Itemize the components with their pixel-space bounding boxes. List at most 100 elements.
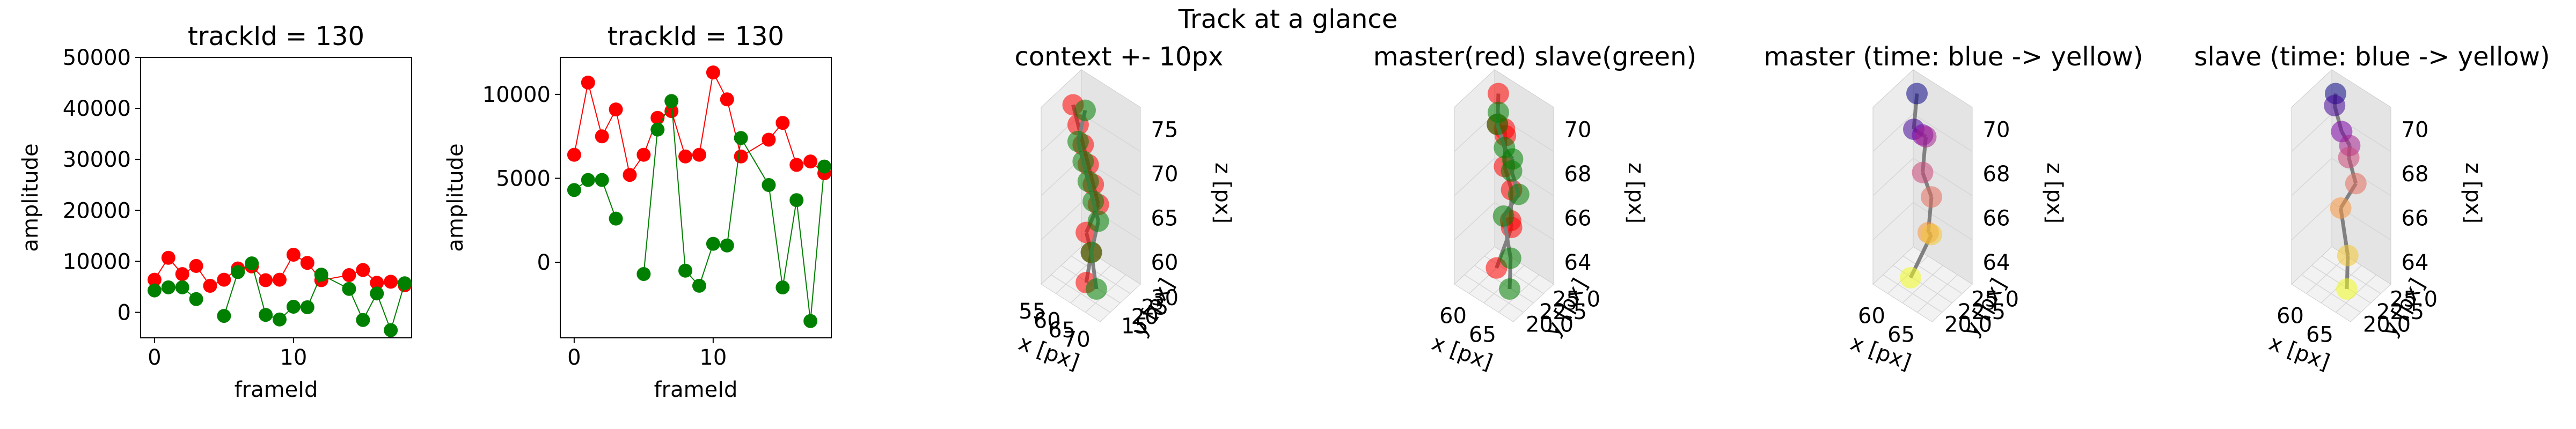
series-line-segment <box>671 110 686 157</box>
grid-line <box>2291 202 2332 241</box>
data-point <box>1077 171 1099 193</box>
data-point <box>1080 241 1102 263</box>
data-point <box>609 102 623 117</box>
data-point <box>342 268 356 283</box>
x-tick-label: 65 <box>2306 323 2333 347</box>
data-point <box>356 313 370 327</box>
data-point <box>567 183 581 197</box>
x-tick-label: 65 <box>1469 323 1496 347</box>
data-point <box>775 116 790 130</box>
x-tick-label: 60 <box>2277 304 2304 329</box>
data-point <box>581 173 595 187</box>
series-line-segment <box>699 243 714 286</box>
series-1 <box>2324 83 2367 300</box>
data-point <box>664 94 679 108</box>
series-line-segment <box>671 101 686 271</box>
x-tick-label: 70 <box>1063 327 1091 352</box>
series-line-segment <box>796 200 811 321</box>
series-line-segment <box>810 166 825 321</box>
data-point <box>161 280 175 294</box>
data-point <box>2336 278 2358 300</box>
data-point <box>636 267 651 281</box>
data-point <box>272 272 287 287</box>
chart-title: trackId = 130 <box>188 21 364 51</box>
y-tick-label: 10000 <box>63 249 131 274</box>
data-point <box>803 154 818 169</box>
series-line-segment <box>698 72 714 155</box>
data-point <box>286 299 301 314</box>
data-point <box>217 272 231 287</box>
data-point <box>789 158 804 172</box>
grid-line <box>1913 202 1973 241</box>
x-tick-label: 60 <box>1439 304 1467 329</box>
data-point <box>1501 160 1523 182</box>
data-point <box>203 279 217 293</box>
data-point <box>259 308 273 322</box>
data-point <box>272 312 287 327</box>
data-point <box>217 309 231 323</box>
data-point <box>356 263 370 277</box>
grid-line <box>1872 202 1914 241</box>
data-point <box>314 268 328 282</box>
y-tick-label: 50000 <box>63 46 131 70</box>
chart-2: trackId = 130 0 10 0 5000 10000 frameId amplitu… <box>443 21 832 402</box>
z-tick-label: 68 <box>1983 162 2010 187</box>
series-line-segment <box>223 272 239 316</box>
chart-1: trackId = 130 0 10 0 10000 20000 30000 40000 500… <box>18 21 412 402</box>
y-tick-label: 15 <box>1121 314 1148 338</box>
data-point <box>762 178 776 193</box>
x-axis-label: frameId <box>654 378 738 402</box>
grid-line <box>2291 158 2332 196</box>
data-point <box>1921 224 1942 246</box>
grid-line <box>1902 255 1963 294</box>
data-point <box>2345 173 2367 195</box>
data-point <box>595 173 609 187</box>
y-tick-label: 25.0 <box>1971 287 2019 312</box>
data-point <box>1082 190 1104 212</box>
series-line-segment <box>740 137 770 186</box>
data-point <box>1487 113 1509 135</box>
grid-line <box>1454 158 1495 196</box>
y-tick-label: 20.0 <box>2363 312 2411 337</box>
data-point <box>1067 130 1089 152</box>
data-point <box>1906 83 1928 105</box>
series-line-segment <box>726 138 742 246</box>
series-line-segment <box>573 82 589 155</box>
data-point <box>2338 146 2360 168</box>
series-line-segment <box>615 109 631 175</box>
z-tick-label: 66 <box>2402 206 2429 231</box>
data-point <box>189 258 203 273</box>
z-axis-label: z [px] <box>1623 162 1648 224</box>
y-tick-label: 5000 <box>496 166 551 191</box>
series-line-segment <box>251 263 267 315</box>
grid-line <box>2321 255 2381 294</box>
data-point <box>609 211 623 226</box>
data-point <box>175 280 189 294</box>
z-tick-label: 68 <box>2402 162 2429 187</box>
data-point <box>636 147 651 162</box>
data-point <box>1900 267 1921 289</box>
x-tick-label: 60 <box>1034 308 1061 333</box>
data-point <box>2337 245 2359 267</box>
z-tick-label: 65 <box>1151 206 1179 231</box>
data-point <box>1915 126 1937 148</box>
y-axis-label: amplitude <box>443 143 468 252</box>
data-point <box>1499 247 1521 269</box>
z-axis-label: z [px] <box>1210 162 1235 224</box>
data-point <box>286 248 301 262</box>
series-line-segment <box>643 129 658 275</box>
z-tick-label: 70 <box>1564 117 1592 142</box>
series-line-segment <box>782 122 797 165</box>
chart-title: slave (time: blue -> yellow) <box>2194 42 2550 72</box>
data-point <box>650 122 665 137</box>
grid-line <box>1081 113 1141 152</box>
data-point <box>734 149 748 164</box>
data-point <box>678 149 693 164</box>
chart-title: master(red) slave(green) <box>1373 42 1696 72</box>
z-tick-label: 64 <box>1564 250 1592 275</box>
y-tick-label: 25.0 <box>1553 287 1600 312</box>
